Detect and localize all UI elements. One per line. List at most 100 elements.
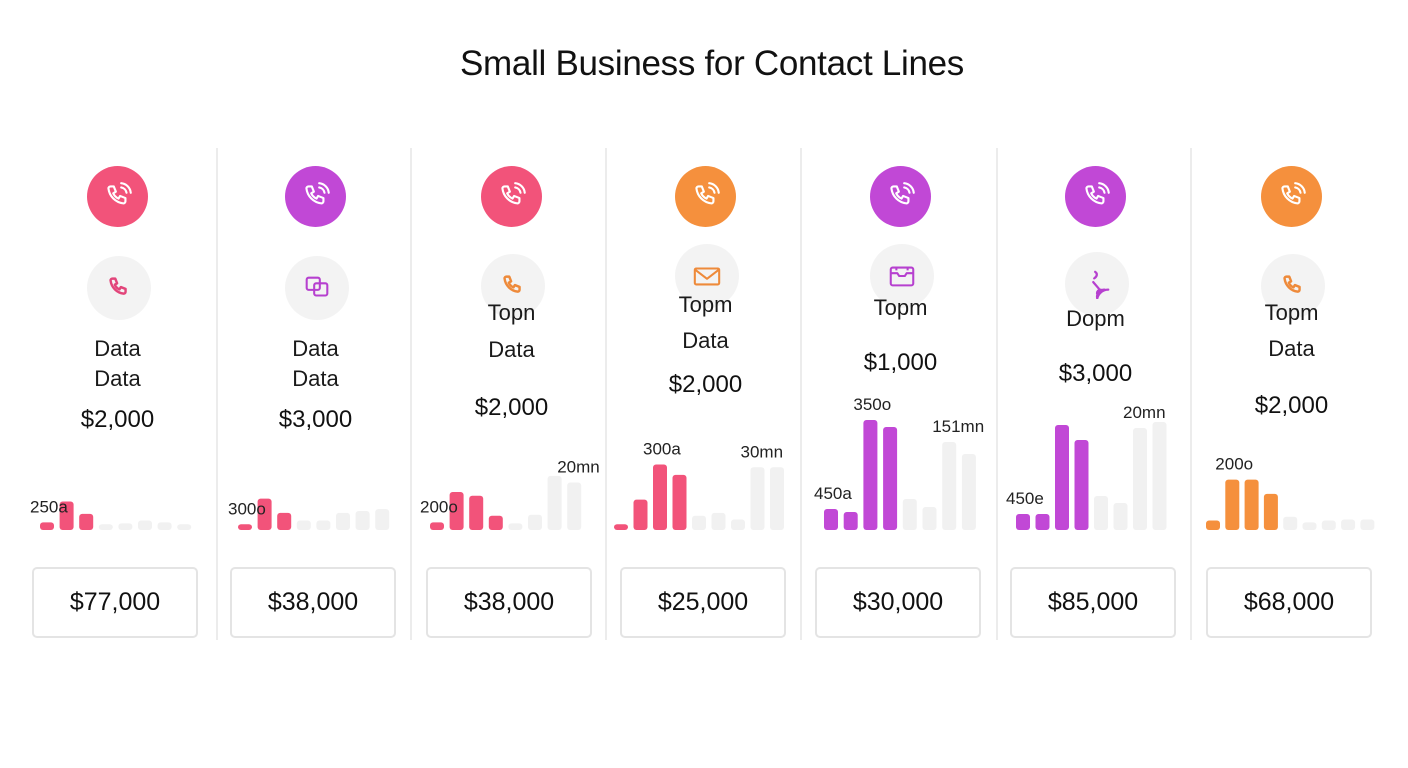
phone-wave-icon <box>285 166 346 227</box>
panel-1: Data Data $2,000 250a $77,000 <box>20 148 215 640</box>
panel-total: $38,000 <box>230 567 396 638</box>
panel-label-primary: Topm <box>678 292 733 317</box>
panel-price: $1,000 <box>863 349 938 376</box>
bar <box>1152 422 1167 530</box>
panel-total: $77,000 <box>32 567 198 638</box>
phone-wave-icon <box>675 166 736 227</box>
panel-bar-chart: 300a 30mn <box>614 439 784 530</box>
bar-annotation: 200o <box>420 497 458 516</box>
bar <box>1113 503 1128 530</box>
bar <box>863 420 878 530</box>
panel-price: $3,000 <box>1058 360 1133 387</box>
bar <box>40 522 54 530</box>
column-divider <box>1190 148 1192 640</box>
bar <box>1225 479 1240 530</box>
bar <box>614 524 628 530</box>
mail-icon <box>675 244 739 308</box>
bar-annotation: 151mn <box>932 417 984 436</box>
bar <box>672 474 687 530</box>
bar <box>1016 514 1030 530</box>
bar <box>824 509 838 530</box>
bar <box>488 515 503 530</box>
bar <box>277 512 292 530</box>
column-divider <box>996 148 998 640</box>
bar <box>238 524 252 530</box>
phone-icon <box>1261 254 1325 318</box>
bar <box>138 520 152 530</box>
bar <box>1321 520 1336 530</box>
panel-price: $3,000 <box>278 406 353 433</box>
panel-bar-chart: 200o <box>1206 455 1375 530</box>
inbox-icon <box>870 244 934 308</box>
bar <box>653 464 667 530</box>
phone-wave-icon <box>1065 166 1126 227</box>
bar <box>942 442 957 530</box>
bar <box>355 511 370 530</box>
panel-2: Data Data $3,000 300o $38,000 <box>218 148 413 640</box>
bar <box>1302 522 1317 530</box>
bar <box>296 520 311 530</box>
panel-label-primary: Data <box>94 336 141 361</box>
panel-total: $25,000 <box>620 567 786 638</box>
bar <box>508 523 523 530</box>
panel-bar-chart: 250a <box>30 497 192 530</box>
column-divider <box>800 148 802 640</box>
panel-7: Topm Data $2,000 200o $68,000 <box>1194 148 1389 640</box>
bar <box>633 499 648 530</box>
bar-annotation: 20mn <box>1123 403 1166 422</box>
column-divider <box>410 148 412 640</box>
panel-total: $85,000 <box>1010 567 1176 638</box>
bar <box>750 467 765 530</box>
panel-label-secondary: Data <box>94 366 141 391</box>
bar-annotation: 450e <box>1006 489 1044 508</box>
panel-bar-chart: 200o 20mn <box>420 458 600 530</box>
panel-bar-chart: 300o <box>228 498 390 530</box>
bar <box>711 512 726 530</box>
bar-annotation: 30mn <box>741 442 784 461</box>
bar <box>1283 516 1298 530</box>
bar <box>922 507 937 530</box>
column-divider <box>216 148 218 640</box>
bar <box>528 514 542 530</box>
bar <box>731 519 745 530</box>
panel-label-primary: Topn <box>487 300 536 325</box>
bar <box>547 475 562 530</box>
signal-icon <box>1065 252 1129 316</box>
bar <box>1263 493 1278 530</box>
bar <box>1074 440 1089 530</box>
bar <box>375 509 390 530</box>
phone-icon <box>87 256 151 320</box>
panel-3: Topn Data $2,000 200o 20mn $38,000 <box>414 148 609 640</box>
bar <box>449 492 464 530</box>
panel-label-primary: Topm <box>873 295 928 320</box>
column-divider <box>605 148 607 640</box>
panel-5: Topm $1,000 450a 350o 151mn $30,000 <box>803 148 998 640</box>
bar <box>1244 479 1259 530</box>
phone-wave-icon <box>87 166 148 227</box>
bar <box>118 523 133 530</box>
panel-bar-chart: 450e 20mn <box>1006 403 1167 530</box>
bar <box>316 520 331 530</box>
bar <box>257 498 272 530</box>
bar <box>1360 519 1375 530</box>
panel-price: $2,000 <box>668 371 743 398</box>
bar <box>567 482 582 530</box>
bar <box>1341 519 1356 530</box>
bar-annotation: 300o <box>228 499 266 518</box>
bar <box>469 495 484 530</box>
panel-price: $2,000 <box>80 406 155 433</box>
phone-wave-icon <box>1261 166 1322 227</box>
panel-4: Topm Data $2,000 300a 30mn $25,000 <box>608 148 803 640</box>
bar-annotation: 200o <box>1215 455 1253 474</box>
chat-bubbles-icon <box>285 256 349 320</box>
bar <box>883 427 898 530</box>
bar <box>843 512 858 530</box>
phone-wave-icon <box>481 166 542 227</box>
panel-label-secondary: Data <box>488 337 535 362</box>
bar-annotation: 450a <box>814 484 852 503</box>
bar <box>770 467 784 530</box>
bar <box>157 522 172 530</box>
panel-total: $38,000 <box>426 567 592 638</box>
bar-annotation: 250a <box>30 497 68 516</box>
panel-bar-chart: 450a 350o 151mn <box>814 395 984 530</box>
